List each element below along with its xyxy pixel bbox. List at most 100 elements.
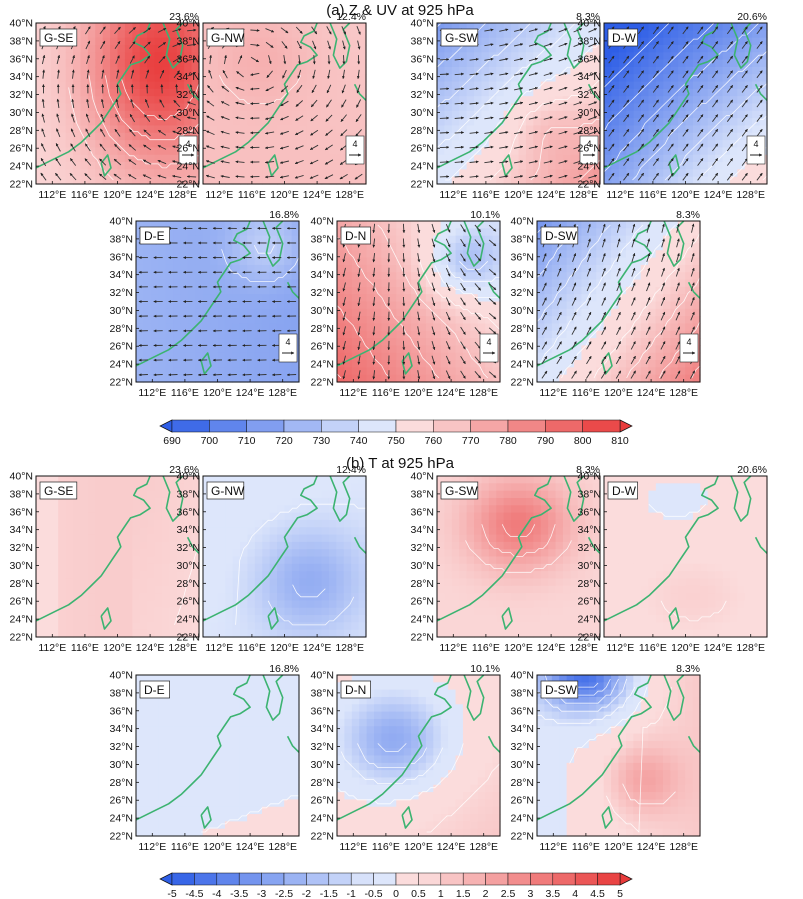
field-cell [224,330,233,339]
field-cell [477,264,486,273]
field-cell [625,294,634,303]
field-cell [321,59,330,68]
field-cell [692,125,701,134]
field-cell [73,169,82,178]
field-cell [359,294,368,303]
field-cell [618,88,627,97]
field-cell [80,140,89,149]
field-cell [139,571,148,580]
field-cell [655,169,664,178]
field-cell [217,176,226,185]
field-cell [604,103,613,112]
field-cell [678,66,687,75]
field-cell [306,37,315,46]
field-cell [462,352,471,361]
lat-axis: 40°N38°N36°N34°N32°N30°N28°N26°N24°N22°N [311,216,340,389]
reference-vector-box [679,333,699,363]
wind-arrow [235,145,245,149]
field-cell [640,279,649,288]
field-cell [132,571,141,580]
wind-arrow [573,86,583,91]
contour-line [603,22,674,88]
field-cell [444,118,453,127]
field-cell [343,23,352,31]
field-cell [124,490,133,499]
field-cell [239,228,248,237]
field-cell [102,556,111,565]
field-cell [176,88,185,97]
field-cell [73,74,82,83]
wind-arrow [327,40,331,50]
wind-arrow [283,55,287,65]
field-cell [154,476,163,484]
wind-arrow [556,326,562,335]
field-cell [737,110,746,119]
wind-arrow [327,69,331,79]
field-cell [655,242,664,251]
wind-arrow [528,28,538,33]
field-cell [581,323,590,332]
field-cell [488,176,497,185]
wind-arrow [460,253,466,262]
field-cell [729,52,738,61]
reference-vector-box [746,135,766,165]
field-cell [729,154,738,163]
field-cell [351,118,360,127]
field-cell [210,221,219,229]
wind-arrow [712,26,719,35]
field-cell [117,476,126,484]
field-cell [217,66,226,75]
wind-arrow [354,173,363,180]
field-cell [359,264,368,273]
field-cell [440,374,449,383]
field-cell [110,505,119,514]
wind-arrow [514,174,524,178]
field-cell [722,140,731,149]
field-cell [359,352,368,361]
field-cell [481,110,490,119]
field-cell [102,44,111,53]
field-cell [337,272,346,281]
field-cell [477,374,486,383]
china-coast [536,220,652,367]
field-cell [217,118,226,127]
panel-a-d-e: 4D-E16.8%40°N38°N36°N34°N32°N30°N28°N26°… [110,209,300,399]
wind-arrow [309,159,319,165]
panel-label-text: D-E [144,229,165,243]
field-cell [139,600,148,609]
field-cell [685,66,694,75]
field-cell [306,169,315,178]
field-cell [224,294,233,303]
contour-line [762,175,768,181]
field-cell [663,125,672,134]
field-cell [548,103,557,112]
field-cell [124,629,133,638]
field-cell [202,352,211,361]
field-cell [132,66,141,75]
field-cell [459,118,468,127]
field-cell [477,323,486,332]
field-cell [344,301,353,310]
field-cell [269,118,278,127]
field-cell [633,44,642,53]
field-cell [551,330,560,339]
field-cell [604,81,613,90]
wind-arrow [474,224,482,232]
panel-label: G-SE [39,28,78,47]
field-cell [574,250,583,259]
field-cell [232,242,241,251]
field-cell [670,132,679,141]
field-cell [117,132,126,141]
field-cell [444,59,453,68]
field-cell [328,154,337,163]
wind-arrow [676,238,680,248]
field-cell [670,52,679,61]
field-cell [50,512,59,521]
field-cell [481,132,490,141]
field-cell [269,374,278,383]
field-cell [217,23,226,31]
field-cell [336,125,345,134]
field-cell [124,585,133,594]
field-cell [117,505,126,514]
field-cell [328,81,337,90]
